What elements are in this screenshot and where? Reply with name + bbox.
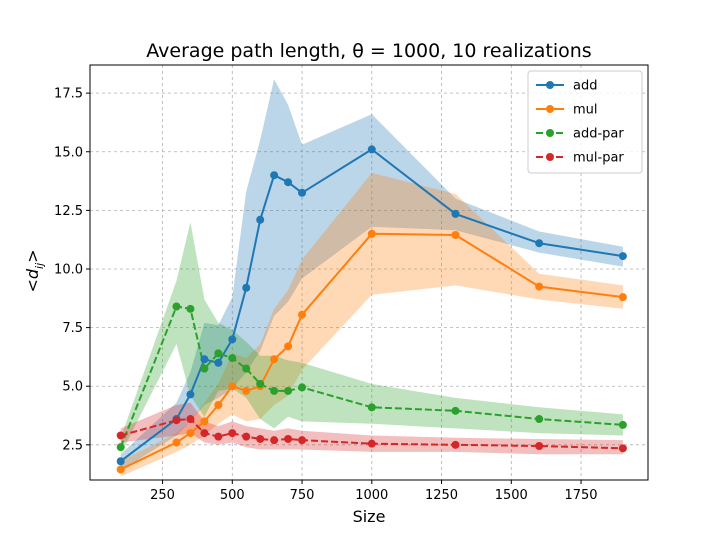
x-tick-label: 1250 bbox=[425, 488, 458, 503]
point-add bbox=[270, 171, 279, 180]
point-mul bbox=[284, 342, 293, 351]
y-tick-label: 7.5 bbox=[62, 321, 83, 336]
x-tick-label: 1750 bbox=[564, 488, 597, 503]
y-tick-label: 17.5 bbox=[54, 87, 83, 102]
legend-marker-mul bbox=[546, 105, 554, 113]
point-add-par bbox=[270, 386, 279, 395]
point-add-par bbox=[200, 364, 209, 373]
legend-box bbox=[527, 70, 643, 174]
point-mul bbox=[451, 230, 460, 239]
point-add bbox=[186, 390, 195, 399]
point-add-par bbox=[214, 349, 223, 358]
point-add-par bbox=[298, 383, 307, 392]
series-points bbox=[116, 145, 627, 474]
y-tick-label: 15.0 bbox=[54, 145, 83, 160]
point-mul bbox=[186, 429, 195, 438]
point-mul-par bbox=[451, 440, 460, 449]
point-mul-par bbox=[186, 415, 195, 424]
point-mul-par bbox=[242, 432, 251, 441]
point-mul-par bbox=[116, 431, 125, 440]
y-axis-title: <dij> bbox=[23, 249, 46, 292]
x-tick-label: 750 bbox=[290, 488, 315, 503]
point-mul bbox=[298, 310, 307, 319]
point-mul bbox=[228, 382, 237, 391]
point-add bbox=[242, 283, 251, 292]
plot-frame bbox=[89, 64, 649, 481]
point-mul bbox=[367, 229, 376, 238]
point-add-par bbox=[172, 302, 181, 311]
legend-label-add-par: add-par bbox=[573, 127, 624, 142]
legend-marker-add-par bbox=[546, 129, 554, 137]
legend-marker-mul-par bbox=[546, 153, 554, 161]
legend: add mul add-par mul-par bbox=[527, 70, 643, 174]
point-mul bbox=[214, 400, 223, 409]
y-tick-label: 10.0 bbox=[54, 262, 83, 277]
point-mul bbox=[242, 386, 251, 395]
y-tick-label: 5.0 bbox=[62, 380, 83, 395]
point-add bbox=[116, 457, 125, 466]
point-add-par bbox=[367, 403, 376, 412]
point-mul-par bbox=[228, 429, 237, 438]
point-add bbox=[214, 358, 223, 367]
x-tick-label: 1500 bbox=[495, 488, 528, 503]
legend-label-mul-par: mul-par bbox=[573, 151, 624, 166]
point-mul-par bbox=[256, 434, 265, 443]
x-axis-title: Size bbox=[353, 507, 386, 526]
point-mul-par bbox=[618, 444, 627, 453]
point-mul bbox=[116, 465, 125, 474]
confidence-bands bbox=[120, 79, 623, 477]
y-axis-ticks: 2.5 5.0 7.5 10.0 12.5 15.0 17.5 bbox=[54, 87, 90, 453]
point-add bbox=[284, 178, 293, 187]
y-tick-label: 12.5 bbox=[54, 204, 83, 219]
point-add-par bbox=[186, 304, 195, 313]
point-mul-par bbox=[298, 436, 307, 445]
point-mul bbox=[172, 438, 181, 447]
point-mul-par bbox=[172, 416, 181, 425]
point-add bbox=[200, 355, 209, 364]
point-add-par bbox=[256, 379, 265, 388]
line-mul-par bbox=[120, 418, 623, 450]
point-mul-par bbox=[284, 434, 293, 443]
point-mul-par bbox=[535, 442, 544, 451]
x-tick-label: 1000 bbox=[355, 488, 388, 503]
point-add bbox=[451, 209, 460, 218]
legend-label-mul: mul bbox=[573, 103, 598, 118]
point-add-par bbox=[618, 420, 627, 429]
point-add-par bbox=[116, 443, 125, 452]
point-mul-par bbox=[214, 432, 223, 441]
band-add bbox=[120, 79, 623, 471]
legend-marker-add bbox=[546, 81, 554, 89]
point-mul-par bbox=[200, 429, 209, 438]
point-add bbox=[535, 239, 544, 248]
point-add-par bbox=[535, 415, 544, 424]
point-add-par bbox=[228, 354, 237, 363]
point-mul-par bbox=[270, 436, 279, 445]
chart-title: Average path length, θ = 1000, 10 realiz… bbox=[146, 40, 591, 62]
x-tick-label: 500 bbox=[220, 488, 245, 503]
point-add bbox=[256, 215, 265, 224]
point-add bbox=[618, 252, 627, 261]
point-add-par bbox=[451, 406, 460, 415]
point-mul bbox=[618, 293, 627, 302]
point-mul-par bbox=[367, 439, 376, 448]
point-add-par bbox=[242, 364, 251, 373]
y-tick-label: 2.5 bbox=[62, 438, 83, 453]
legend-label-add: add bbox=[573, 79, 597, 94]
point-add bbox=[298, 188, 307, 197]
band-mul-par bbox=[120, 402, 623, 455]
point-add bbox=[367, 145, 376, 154]
point-mul bbox=[270, 355, 279, 364]
x-axis-ticks: 250 500 750 1000 1250 1500 1750 bbox=[150, 480, 598, 503]
point-add bbox=[228, 335, 237, 344]
band-mul bbox=[120, 172, 623, 477]
point-add-par bbox=[284, 386, 293, 395]
point-mul bbox=[200, 417, 209, 426]
band-add-par bbox=[120, 222, 623, 455]
point-mul bbox=[535, 282, 544, 291]
x-tick-label: 250 bbox=[150, 488, 175, 503]
